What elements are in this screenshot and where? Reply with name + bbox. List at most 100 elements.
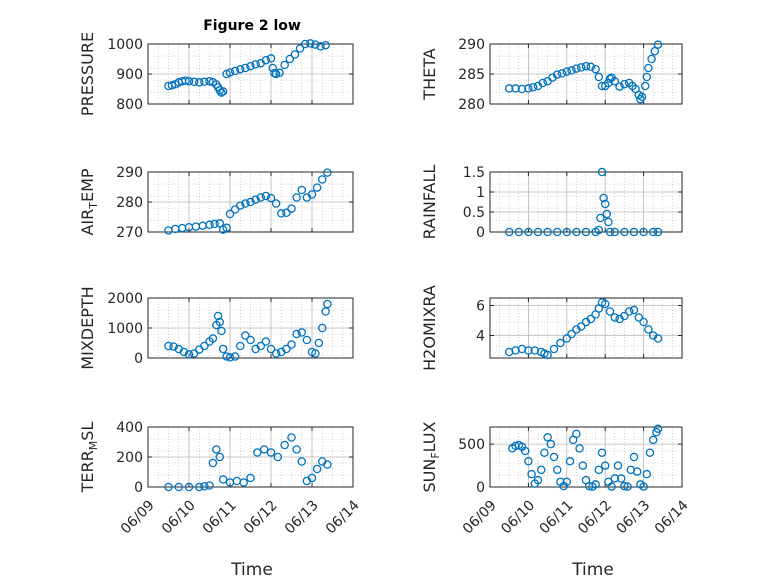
data-point [647,54,656,64]
data-point [225,209,235,219]
data-point [246,473,255,483]
data-point [246,335,255,345]
data-point [179,347,189,357]
y-axis-label: TERRMSL [78,422,100,494]
data-point [632,467,642,476]
data-point [572,429,581,439]
data-point [591,64,600,74]
axes-box [489,171,683,233]
data-point [210,219,219,229]
data-point [653,334,663,343]
x-tick-label: 06/09 [460,497,500,537]
y-axis-label: H2OMIXRA [420,285,439,371]
data-point [205,220,214,230]
panel-terr-msl: 0 200 400 06/09 06/10 06/11 06/12 06/13 06/14 TER… [78,420,363,537]
data-point [605,227,615,237]
y-tick-label: 270 [116,225,143,241]
x-tick-label: 06/13 [282,497,322,537]
data-point [306,39,315,48]
x-axis-label-left: Time [230,560,273,580]
y-tick-label: 290 [116,165,143,181]
data-point [556,338,565,348]
data-point [321,40,330,50]
data-point [222,223,231,233]
data-point [552,70,562,79]
data-point [174,482,183,492]
data-point [524,346,533,355]
y-tick-label: 0 [134,480,143,496]
data-point [623,482,632,491]
data-point [524,457,533,466]
y-axis-label: AIRTEMP [78,168,100,235]
y-tick-label: 280 [116,195,143,211]
data-point [581,227,591,237]
data-point [251,195,260,204]
y-tick-label: 0 [476,480,485,496]
data-point [653,40,663,49]
panel-pressure: 800 900 1000 PRESSURE [78,32,354,116]
x-tick-label: 06/10 [498,497,538,537]
data-point [575,444,584,453]
data-point [230,352,240,361]
data-point [169,342,178,351]
data-point [282,208,291,218]
data-point [620,227,629,237]
data-point [597,448,607,457]
data-point [562,477,572,487]
data-point [225,353,235,362]
data-point [208,334,218,343]
data-point [311,40,320,49]
data-point [292,193,301,202]
data-point [297,328,306,337]
data-point [602,209,612,219]
data-point [615,82,624,91]
data-point [184,350,194,359]
data-point [578,461,588,470]
data-point [292,329,301,339]
data-point [323,299,332,309]
data-point [591,480,600,489]
x-tick-label: 06/11 [200,497,240,537]
data-point [629,452,639,462]
data-point [565,457,575,466]
data-point [524,227,533,237]
data-point [543,350,552,360]
data-point [605,307,615,316]
data-point [624,307,634,316]
data-point [266,344,276,354]
data-point [552,465,562,475]
data-point [241,63,250,73]
data-point [642,72,652,82]
data-point [222,352,231,361]
data-point [599,193,608,203]
data-point [311,349,320,358]
data-point [543,433,552,442]
y-tick-label: 6 [476,299,485,315]
data-point [629,227,639,237]
data-point [639,482,648,491]
y-tick-label: 2000 [107,291,143,307]
data-point [217,326,226,336]
data-point [215,452,224,462]
data-point [645,448,655,457]
data-point [572,227,581,237]
data-point [218,475,228,484]
data-point [290,50,300,59]
data-point [600,199,610,209]
data-point [261,191,271,201]
panel-mixdepth: 0 1000 2000 MIXDEPTH [78,286,354,370]
data-point [297,185,306,195]
data-point [276,209,286,218]
data-point [200,481,209,491]
data-point [653,227,663,237]
data-point [620,481,629,491]
data-point [607,482,616,491]
data-point [637,92,647,102]
y-tick-label: 280 [458,97,485,113]
data-point [215,219,224,228]
data-point [271,199,281,208]
data-point [610,76,620,86]
data-point [605,74,615,84]
y-tick-label: 285 [458,67,485,83]
